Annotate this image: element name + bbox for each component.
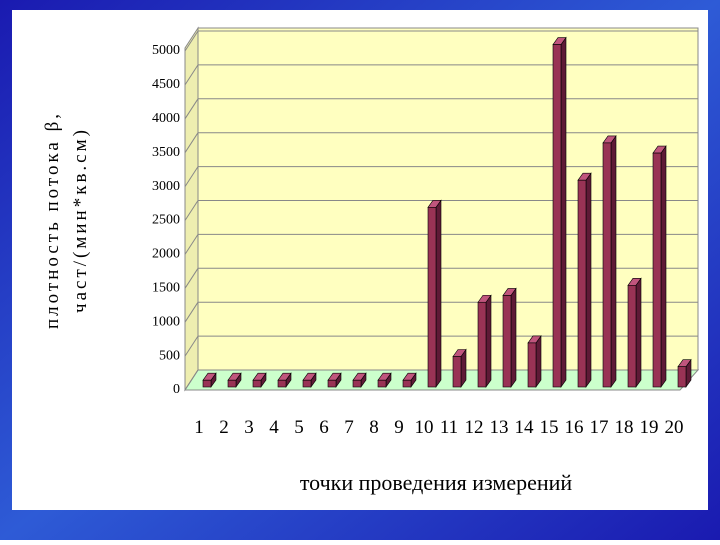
x-tick-label: 7 [344, 417, 354, 438]
grid-line [184, 301, 199, 323]
x-axis-label: точки проведения измерений [300, 470, 573, 495]
bar [602, 142, 612, 388]
y-tick-label: 2000 [152, 247, 180, 262]
bar [627, 284, 637, 388]
x-tick-label: 16 [565, 417, 584, 438]
grid-line [184, 234, 199, 255]
y-tick-label: 500 [159, 348, 180, 363]
y-axis-label: част/(мин*кв.см) [70, 127, 91, 313]
bar [652, 152, 662, 388]
back-wall [197, 27, 699, 371]
bar-side [660, 145, 667, 388]
x-tick-label: 20 [665, 417, 684, 438]
bar [352, 379, 362, 388]
bar [677, 366, 687, 388]
y-axis-label: плотность потока β, [42, 111, 63, 329]
bar [527, 342, 537, 388]
bar [577, 179, 587, 388]
bar-side [635, 277, 642, 388]
x-tick-label: 13 [490, 417, 509, 438]
grid-line [184, 98, 199, 120]
bar [277, 379, 287, 388]
x-tick-label: 6 [319, 417, 329, 438]
x-tick-label: 17 [590, 417, 609, 438]
x-tick-label: 4 [269, 417, 279, 438]
x-tick-label: 9 [394, 417, 404, 438]
x-tick-label: 18 [615, 417, 634, 438]
x-tick-label: 12 [465, 417, 484, 438]
bar [227, 379, 237, 388]
grid-line [184, 30, 199, 52]
bar [477, 301, 487, 388]
y-tick-label: 1000 [152, 314, 180, 329]
plot: 0 500 1000 1500 2000 2500 3000 3500 4000 4500 5000… [152, 30, 698, 438]
grid-line [184, 64, 199, 86]
x-tick-label: 15 [540, 417, 559, 438]
bar [552, 44, 562, 388]
y-tick-label: 5000 [152, 43, 180, 58]
bar [502, 295, 512, 388]
grid-line [184, 166, 199, 187]
bar [327, 379, 337, 388]
x-tick-label: 11 [440, 417, 458, 438]
x-tick-label: 1 [194, 417, 204, 438]
bar [402, 379, 412, 388]
x-tick-label: 8 [369, 417, 379, 438]
bar-side [510, 287, 517, 388]
bar [452, 356, 462, 388]
x-tick-label: 2 [219, 417, 229, 438]
bar-side [560, 36, 567, 388]
bar-side [435, 199, 442, 388]
bar [202, 379, 212, 388]
bar [427, 207, 437, 388]
bar-side [535, 334, 542, 388]
grid-line [184, 268, 199, 289]
x-tick-label: 3 [244, 417, 254, 438]
y-tick-label: 3500 [152, 145, 180, 160]
x-tick-label: 10 [415, 417, 434, 438]
grid-line [184, 200, 199, 221]
y-tick-label: 3000 [152, 179, 180, 194]
y-tick-label: 4500 [152, 77, 180, 92]
bar-side [610, 134, 617, 388]
grid-line [184, 369, 199, 391]
y-tick-label: 4000 [152, 111, 180, 126]
grid-line [184, 132, 199, 153]
x-tick-label: 5 [294, 417, 304, 438]
x-tick-label: 19 [640, 417, 659, 438]
y-tick-label: 1500 [152, 281, 180, 296]
bar [377, 379, 387, 388]
bar-side [585, 172, 592, 388]
y-tick-label: 2500 [152, 213, 180, 228]
x-tick-label: 14 [515, 417, 535, 438]
grid-line [184, 335, 199, 357]
bar [302, 379, 312, 388]
bar-side [485, 294, 492, 388]
y-tick-label: 0 [173, 382, 180, 397]
bar [252, 379, 262, 388]
